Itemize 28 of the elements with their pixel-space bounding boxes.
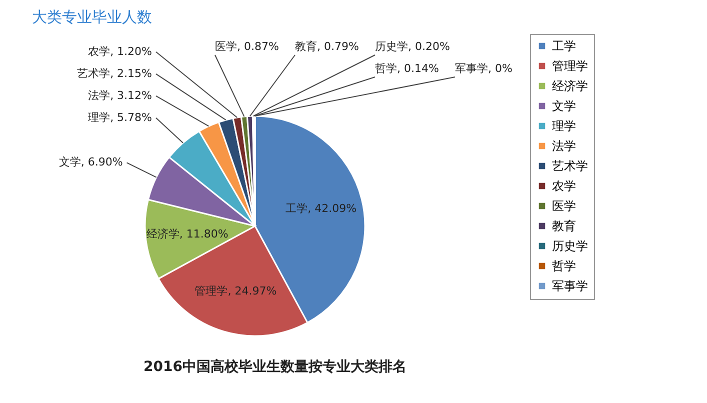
legend-label: 工学 — [552, 39, 576, 53]
legend-label: 教育 — [552, 219, 576, 233]
legend-label: 军事学 — [552, 279, 588, 293]
legend-label: 法学 — [552, 139, 576, 153]
legend-label: 医学 — [552, 199, 576, 213]
data-label: 工学, 42.09% — [286, 202, 357, 216]
data-label: 历史学, 0.20% — [375, 40, 450, 53]
data-label: 哲学, 0.14% — [375, 62, 439, 75]
legend-label: 经济学 — [552, 79, 588, 93]
data-label: 艺术学, 2.15% — [77, 66, 152, 80]
data-label: 教育, 0.79% — [295, 40, 359, 53]
legend-label: 文学 — [552, 99, 576, 113]
data-label: 法学, 3.12% — [88, 88, 152, 102]
legend-label: 历史学 — [552, 239, 588, 253]
data-label: 农学, 1.20% — [88, 44, 152, 58]
legend-label: 哲学 — [552, 259, 576, 273]
data-label: 医学, 0.87% — [215, 40, 279, 53]
legend-label: 农学 — [552, 179, 576, 193]
legend-label: 理学 — [552, 119, 576, 133]
data-label: 文学, 6.90% — [58, 156, 123, 169]
text: 2016中国高校毕业生数量按专业大类排名 — [144, 358, 406, 375]
legend-label: 管理学 — [552, 59, 588, 73]
legend-label: 艺术学 — [552, 159, 588, 173]
text: 大类专业毕业人数 — [31, 7, 153, 28]
data-label: 管理学, 24.97% — [194, 284, 277, 298]
data-label: 经济学, 11.80% — [146, 228, 228, 241]
data-label: 理学, 5.78% — [88, 110, 152, 124]
text: 军事学, 0% — [455, 62, 512, 75]
